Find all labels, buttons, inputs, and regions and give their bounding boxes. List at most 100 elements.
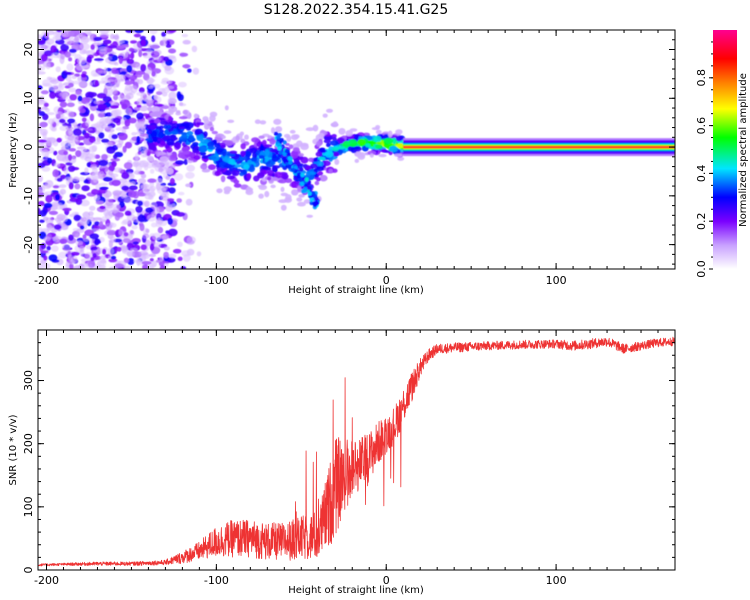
- heatmap-cell: [300, 156, 309, 164]
- heatmap-cell: [216, 169, 221, 174]
- heatmap-cell: [98, 159, 109, 167]
- heatmap-cell: [45, 194, 53, 203]
- heatmap-cell: [248, 165, 255, 173]
- heatmap-cell: [49, 79, 59, 85]
- heatmap-cell: [146, 214, 157, 222]
- heatmap-cell: [336, 137, 345, 144]
- heatmap-cell: [145, 67, 152, 75]
- heatmap-cell: [270, 127, 276, 134]
- heatmap-cell: [310, 163, 318, 169]
- heatmap-cell: [102, 176, 113, 182]
- heatmap-cell: [163, 56, 170, 62]
- heatmap-cell: [300, 172, 305, 178]
- heatmap-cell: [64, 51, 72, 58]
- heatmap-cell: [331, 134, 337, 138]
- heatmap-cell: [141, 261, 152, 265]
- heatmap-cell: [149, 78, 156, 83]
- heatmap-cell: [125, 30, 134, 33]
- heatmap-cell: [79, 43, 90, 51]
- heatmap-cell: [394, 153, 403, 157]
- heatmap-cell: [346, 136, 354, 140]
- heatmap-cell: [76, 228, 85, 233]
- heatmap-cell: [130, 248, 138, 252]
- heatmap-cell: [103, 208, 109, 217]
- heatmap-cell: [73, 37, 80, 42]
- heatmap-cell: [48, 85, 58, 91]
- heatmap-cell: [281, 173, 289, 180]
- heatmap-cell: [77, 80, 88, 88]
- heatmap-cell: [137, 200, 144, 207]
- heatmap-cell: [161, 31, 167, 37]
- colorbar: 0.0 0.2 0.4 0.6 0.8 Normalized spectral ampl…: [695, 30, 749, 278]
- heatmap-cell: [134, 120, 145, 129]
- heatmap-cell: [149, 253, 156, 258]
- heatmap-cell: [122, 126, 130, 130]
- heatmap-cell: [231, 169, 240, 177]
- heatmap-cell: [222, 151, 227, 157]
- heatmap-cell: [397, 156, 405, 161]
- heatmap-cell: [274, 171, 283, 178]
- heatmap-cell: [389, 145, 398, 153]
- heatmap-cell: [90, 246, 98, 251]
- heatmap-cell: [177, 152, 185, 159]
- heatmap-cell: [99, 255, 107, 260]
- colorbar-tick-label: 0.2: [695, 212, 708, 230]
- heatmap-cell: [94, 171, 101, 175]
- heatmap-cell: [387, 130, 393, 138]
- heatmap-cell: [182, 150, 190, 155]
- heatmap-cell: [378, 153, 387, 158]
- heatmap-cell: [82, 234, 87, 240]
- heatmap-cell: [161, 234, 169, 240]
- y-tick-label: 0: [22, 144, 35, 151]
- heatmap-cell: [77, 95, 83, 102]
- heatmap-cell: [42, 183, 52, 189]
- heatmap-cell: [296, 197, 303, 202]
- heatmap-cell: [369, 153, 374, 158]
- heatmap-cell: [353, 134, 359, 141]
- heatmap-cell: [58, 83, 65, 91]
- heatmap-cell: [322, 113, 328, 118]
- heatmap-cell: [129, 230, 134, 235]
- heatmap-cell: [123, 257, 130, 264]
- heatmap-cell: [119, 74, 125, 81]
- heatmap-cell: [149, 258, 154, 262]
- y-tick-label: -10: [22, 187, 35, 205]
- heatmap-cell: [79, 248, 85, 257]
- colorbar-tick-label: 0.6: [695, 117, 708, 135]
- heatmap-cell: [63, 150, 68, 156]
- heatmap-cell: [60, 174, 67, 180]
- heatmap-cell: [102, 39, 112, 45]
- heatmap-cell: [319, 174, 328, 182]
- heatmap-cell: [300, 189, 306, 194]
- heatmap-cell: [99, 30, 110, 35]
- heatmap-cell: [81, 117, 87, 123]
- heatmap-cell: [101, 216, 108, 222]
- heatmap-cell: [75, 233, 80, 239]
- heatmap-cell: [53, 150, 58, 156]
- heatmap-cell: [181, 250, 191, 257]
- heatmap-cell: [196, 122, 205, 126]
- heatmap-cell: [80, 97, 91, 105]
- heatmap-cell: [183, 158, 188, 165]
- heatmap-cell: [170, 130, 179, 135]
- heatmap-cell: [133, 33, 141, 38]
- x-tick-label: -100: [204, 574, 229, 587]
- heatmap-cell: [96, 259, 105, 268]
- colorbar-tick-label: 0.4: [695, 165, 708, 183]
- heatmap-cell: [185, 198, 193, 206]
- x-tick-label: 0: [383, 574, 390, 587]
- heatmap-cell: [86, 175, 94, 180]
- heatmap-cell: [68, 148, 77, 152]
- heatmap-cell: [178, 191, 185, 196]
- heatmap-cell: [111, 209, 119, 213]
- heatmap-cell: [316, 166, 324, 172]
- heatmap-cell: [194, 130, 202, 136]
- heatmap-cell: [246, 173, 252, 180]
- heatmap-cell: [46, 38, 55, 45]
- heatmap-cell: [235, 135, 240, 141]
- heatmap-cell: [76, 194, 87, 200]
- heatmap-cell: [130, 181, 136, 186]
- heatmap-cell: [38, 107, 49, 111]
- heatmap-cell: [304, 177, 309, 182]
- heatmap-cell: [75, 150, 82, 158]
